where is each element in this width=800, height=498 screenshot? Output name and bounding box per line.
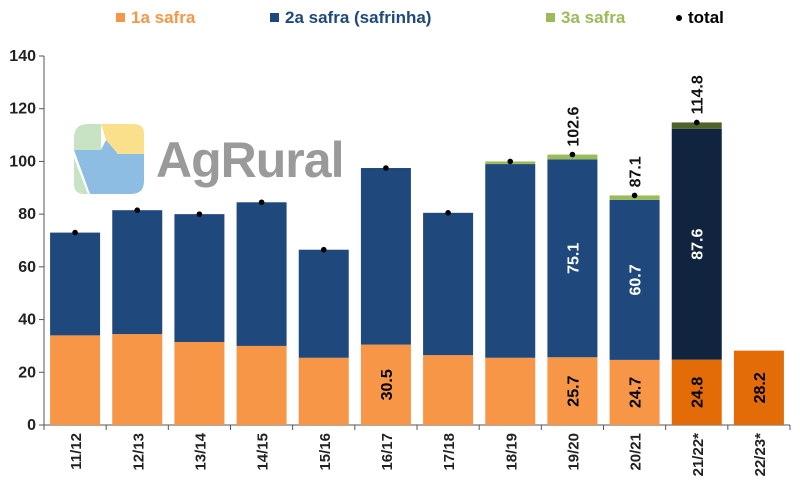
bar-2a-safra-17-18 <box>423 212 474 356</box>
total-marker-19-20 <box>569 151 576 158</box>
legend-label-1a-safra: 1a safra <box>131 8 196 27</box>
bar-1a-safra-20-21 <box>609 359 660 425</box>
bar-1a-safra-21-22 <box>671 359 722 425</box>
x-tick-label: 11/12 <box>68 433 85 470</box>
x-tick-label: 14/15 <box>255 433 272 471</box>
axes: 0 20 40 60 80 100 120 140 11/12 12/13 13/14 14/15 15… <box>9 48 791 477</box>
x-tick-label: 22/23* <box>752 433 769 477</box>
x-tick-label: 16/17 <box>379 433 396 471</box>
bar-1a-safra-16-17 <box>360 344 411 425</box>
legend-label-2a-safra-safrinha: 2a safra (safrinha) <box>285 8 431 27</box>
y-tick-label: 20 <box>18 364 36 381</box>
legend: 1a safra 2a safra (safrinha) 3a safra total <box>116 8 724 27</box>
bar-2a-safra-18-19 <box>485 164 536 358</box>
total-marker-13-14 <box>196 211 203 217</box>
total-marker-21-22 <box>693 119 700 126</box>
bar-2a-safra-20-21 <box>609 199 660 360</box>
legend-label-3a-safra: 3a safra <box>561 8 626 27</box>
bar-2a-safra-15-16 <box>298 249 349 358</box>
x-tick-label: 12/13 <box>130 433 147 471</box>
x-tick-label: 20/21 <box>628 433 645 471</box>
bar-2a-safra-19-20 <box>547 159 598 358</box>
agrural-logo-icon <box>74 124 144 194</box>
label-1a-safra-19-20: 25.7 <box>565 375 582 406</box>
bar-2a-safra-16-17 <box>360 168 411 345</box>
x-tick-label: 15/16 <box>317 433 334 471</box>
bar-1a-safra-14-15 <box>236 345 287 425</box>
label-1a-safra-16-17: 30.5 <box>379 369 396 400</box>
bar-1a-safra-11-12 <box>50 335 101 425</box>
total-marker-16-17 <box>383 165 389 171</box>
total-marker-15-16 <box>320 246 327 253</box>
bar-1a-safra-22-23 <box>733 350 784 425</box>
bar-1a-safra-18-19 <box>485 357 536 425</box>
bar-1a-safra-19-20 <box>547 357 598 425</box>
agrural-logo: AgRural <box>74 124 344 194</box>
total-marker-12-13 <box>134 207 141 213</box>
total-marker-11-12 <box>72 229 78 236</box>
bar-2a-safra-12-13 <box>112 210 163 335</box>
bar-2a-safra-14-15 <box>236 202 287 346</box>
total-marker-17-18 <box>445 210 451 216</box>
y-tick-label: 0 <box>27 417 36 434</box>
data-labels: 30.5 25.7 24.7 24.8 28.2 75.1 60.7 87.6 102.6 87.… <box>379 75 769 408</box>
y-tick-label: 100 <box>9 153 36 170</box>
bars <box>50 119 784 425</box>
bar-3a-safra-21-22 <box>671 122 722 129</box>
legend-swatch-2a-safra-safrinha <box>270 13 279 22</box>
bar-2a-safra-21-22 <box>671 128 722 360</box>
logo-text: AgRural <box>156 132 343 188</box>
total-marker-20-21 <box>631 192 638 199</box>
label-1a-safra-21-22: 24.8 <box>690 377 707 408</box>
label-total-21-22: 114.8 <box>690 75 707 114</box>
x-tick-label: 13/14 <box>192 432 209 470</box>
bar-1a-safra-17-18 <box>423 355 474 425</box>
x-tick-label: 21/22* <box>690 433 707 477</box>
label-2a-safra-20-21: 60.7 <box>628 264 645 295</box>
label-2a-safra-21-22: 87.6 <box>690 229 707 260</box>
bar-1a-safra-13-14 <box>174 341 225 425</box>
x-tick-label: 17/18 <box>441 433 458 471</box>
total-marker-14-15 <box>258 199 265 206</box>
label-total-19-20: 102.6 <box>565 106 582 146</box>
y-tick-label: 140 <box>9 48 36 65</box>
y-tick-label: 40 <box>18 312 36 329</box>
legend-label-total: total <box>688 8 724 27</box>
x-tick-label: 19/20 <box>565 433 582 471</box>
label-1a-safra-20-21: 24.7 <box>628 377 645 408</box>
bar-1a-safra-12-13 <box>112 334 163 425</box>
label-2a-safra-19-20: 75.1 <box>565 243 582 274</box>
bar-2a-safra-13-14 <box>174 214 225 342</box>
bar-1a-safra-15-16 <box>298 357 349 425</box>
y-tick-label: 80 <box>18 206 36 223</box>
label-total-20-21: 87.1 <box>628 156 645 187</box>
x-tick-label: 18/19 <box>503 433 520 471</box>
legend-swatch-total <box>676 15 682 21</box>
total-marker-18-19 <box>507 158 514 165</box>
legend-swatch-1a-safra <box>116 13 125 22</box>
label-1a-safra-22-23: 28.2 <box>752 372 769 403</box>
legend-swatch-3a-safra <box>546 13 555 22</box>
y-tick-label: 120 <box>9 101 36 118</box>
y-tick-label: 60 <box>18 259 36 276</box>
bar-2a-safra-11-12 <box>50 232 101 336</box>
